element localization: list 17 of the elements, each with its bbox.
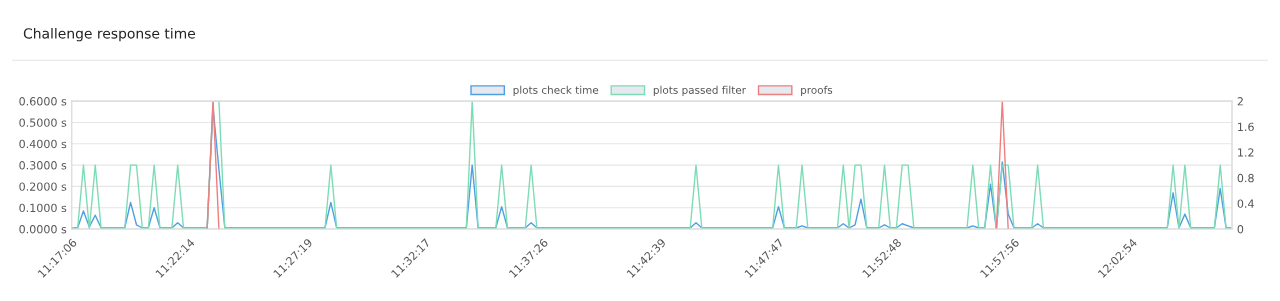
- chart-title: Challenge response time: [23, 27, 196, 42]
- y2-tick-label: 0.8: [1237, 173, 1254, 183]
- legend-label: proofs: [801, 85, 833, 96]
- y-tick-label: 0.4000 s: [19, 139, 67, 149]
- y2-tick-label: 2: [1237, 97, 1243, 106]
- y2-tick-label: 0.4: [1237, 199, 1254, 208]
- legend-label: plots check time: [513, 85, 599, 96]
- y2-tick-label: 1.2: [1238, 148, 1254, 157]
- y-tick-label: 0.5000 s: [19, 118, 67, 127]
- y-tick-label: 0.6000 s: [19, 97, 67, 106]
- y2-tick-label: 1.6: [1238, 122, 1254, 132]
- legend-label: plots passed filter: [653, 85, 746, 96]
- y-tick-label: 0.2000 s: [19, 182, 67, 191]
- y-tick-label: 0.0000 s: [19, 225, 67, 234]
- y-tick-label: 0.1000 s: [19, 203, 67, 213]
- y-tick-label: 0.3000 s: [19, 161, 67, 170]
- y2-tick-label: 0: [1237, 225, 1244, 234]
